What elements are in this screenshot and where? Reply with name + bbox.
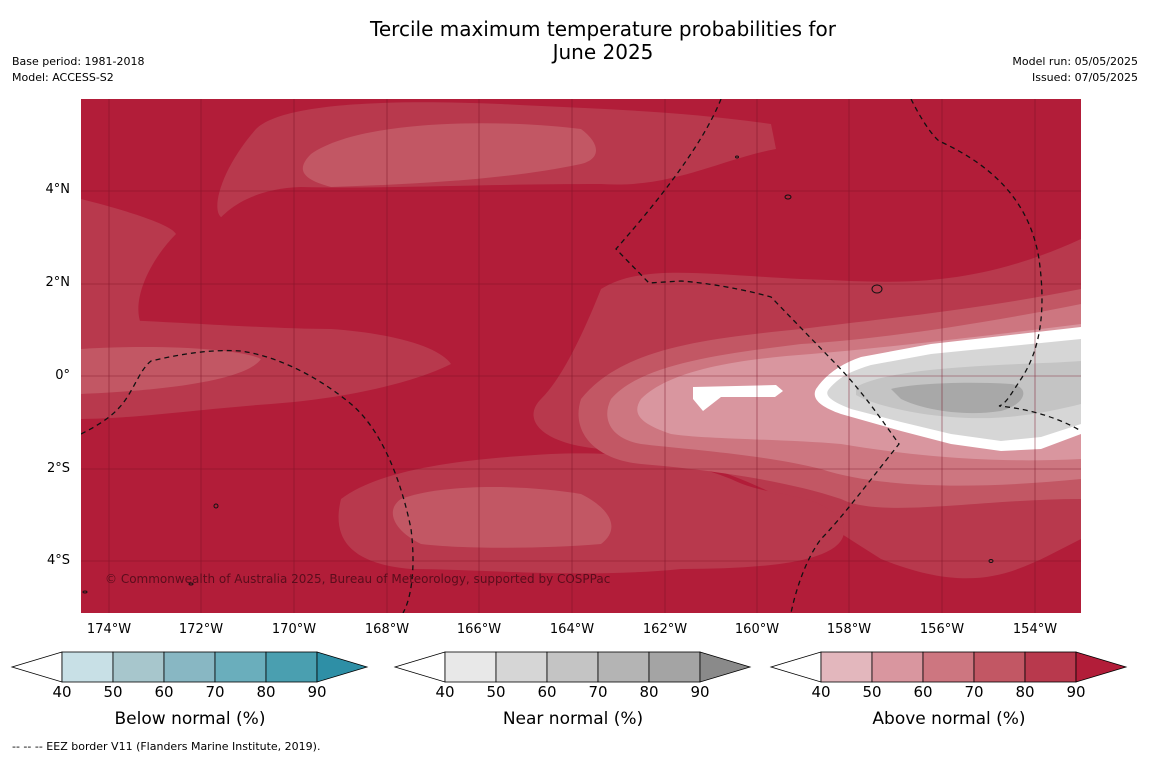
colorbar-above-title: Above normal (%): [872, 709, 1026, 729]
contour-above-70-west: [81, 347, 261, 394]
tick-label: 80: [639, 683, 659, 701]
tick-label: 40: [52, 683, 72, 701]
lon-label: 154°W: [1012, 622, 1058, 637]
tick-label: 40: [811, 683, 831, 701]
lon-label: 166°W: [456, 622, 502, 637]
colorbar-above-min-extension: [769, 651, 822, 683]
colorbar-below-segment: [265, 651, 318, 683]
copyright-text: © Commonwealth of Australia 2025, Bureau…: [105, 572, 610, 586]
tick-label: 90: [307, 683, 327, 701]
colorbar-above-segment: [973, 651, 1026, 683]
colorbars: [10, 651, 1128, 683]
colorbar-below-max-extension: [316, 651, 369, 683]
lon-label: 156°W: [919, 622, 965, 637]
lon-label: 168°W: [364, 622, 410, 637]
colorbar-above-segment: [871, 651, 924, 683]
title-line-1: Tercile maximum temperature probabilitie…: [370, 17, 836, 41]
model-run-text: Model run: 05/05/2025: [1012, 55, 1138, 68]
chart-title: Tercile maximum temperature probabilitie…: [0, 18, 1150, 64]
base-period-text: Base period: 1981-2018: [12, 55, 145, 68]
eez-footnote: -- -- -- EEZ border V11 (Flanders Marine…: [12, 740, 321, 753]
colorbar-below-segment: [163, 651, 216, 683]
tick-label: 50: [486, 683, 506, 701]
contour-above-70-south: [392, 487, 612, 548]
tick-label: 80: [256, 683, 276, 701]
contour-above-80-west: [81, 319, 451, 419]
islands: [82, 155, 994, 594]
colorbar-below-segment: [214, 651, 267, 683]
lat-label-0: 0°: [55, 368, 70, 383]
colorbar-near-segment: [495, 651, 548, 683]
colorbar-near-max-extension: [699, 651, 752, 683]
metadata-right: Model run: 05/05/2025 Issued: 07/05/2025: [1012, 54, 1138, 86]
colorbar-near-segment: [444, 651, 497, 683]
tick-label: 70: [964, 683, 984, 701]
probability-map: © Commonwealth of Australia 2025, Bureau…: [81, 99, 1081, 613]
lon-label: 170°W: [271, 622, 317, 637]
tick-label: 60: [537, 683, 557, 701]
lon-label: 164°W: [549, 622, 595, 637]
tick-label: 80: [1015, 683, 1035, 701]
colorbar-below-segment: [61, 651, 114, 683]
tick-label: 50: [862, 683, 882, 701]
tick-label: 60: [913, 683, 933, 701]
tick-label: 90: [690, 683, 710, 701]
colorbar-near-title: Near normal (%): [502, 709, 644, 729]
colorbar-above-max-extension: [1075, 651, 1128, 683]
colorbar-near-segment: [597, 651, 650, 683]
lon-label: 174°W: [86, 622, 132, 637]
lat-label-4n: 4°N: [45, 182, 71, 197]
issued-text: Issued: 07/05/2025: [1031, 71, 1138, 84]
tick-label: 50: [103, 683, 123, 701]
contour-above-80-nwedge: [81, 199, 176, 324]
eez-border-east: [910, 99, 1081, 432]
lon-label: 160°W: [734, 622, 780, 637]
tick-label: 60: [154, 683, 174, 701]
eez-border-west: [81, 349, 414, 613]
lon-label: 158°W: [826, 622, 872, 637]
tick-label: 40: [435, 683, 455, 701]
colorbar-near-segment: [546, 651, 599, 683]
contour-above-70-north: [302, 123, 596, 187]
metadata-left: Base period: 1981-2018 Model: ACCESS-S2: [12, 54, 144, 86]
colorbar-near-min-extension: [393, 651, 446, 683]
contour-near-normal-70: [891, 382, 1024, 414]
colorbar-below-title: Below normal (%): [114, 709, 266, 729]
colorbar-above-segment: [820, 651, 873, 683]
lat-label-2s: 2°S: [46, 461, 70, 476]
tick-label: 70: [205, 683, 225, 701]
tick-label: 70: [588, 683, 608, 701]
colorbar-below-min-extension: [10, 651, 63, 683]
graticule: [81, 99, 1081, 613]
colorbar-below-segment: [112, 651, 165, 683]
eez-borders: [81, 99, 1081, 613]
lat-label-2n: 2°N: [45, 275, 71, 290]
title-line-2: June 2025: [552, 40, 654, 64]
colorbar-above-segment: [1024, 651, 1077, 683]
colorbar-near-segment: [648, 651, 701, 683]
colorbar-above-segment: [922, 651, 975, 683]
lon-label: 162°W: [642, 622, 688, 637]
lat-label-4s: 4°S: [46, 553, 70, 568]
lon-label: 172°W: [178, 622, 224, 637]
tick-label: 90: [1066, 683, 1086, 701]
model-text: Model: ACCESS-S2: [12, 71, 114, 84]
contour-near-normal-small: [693, 385, 783, 411]
